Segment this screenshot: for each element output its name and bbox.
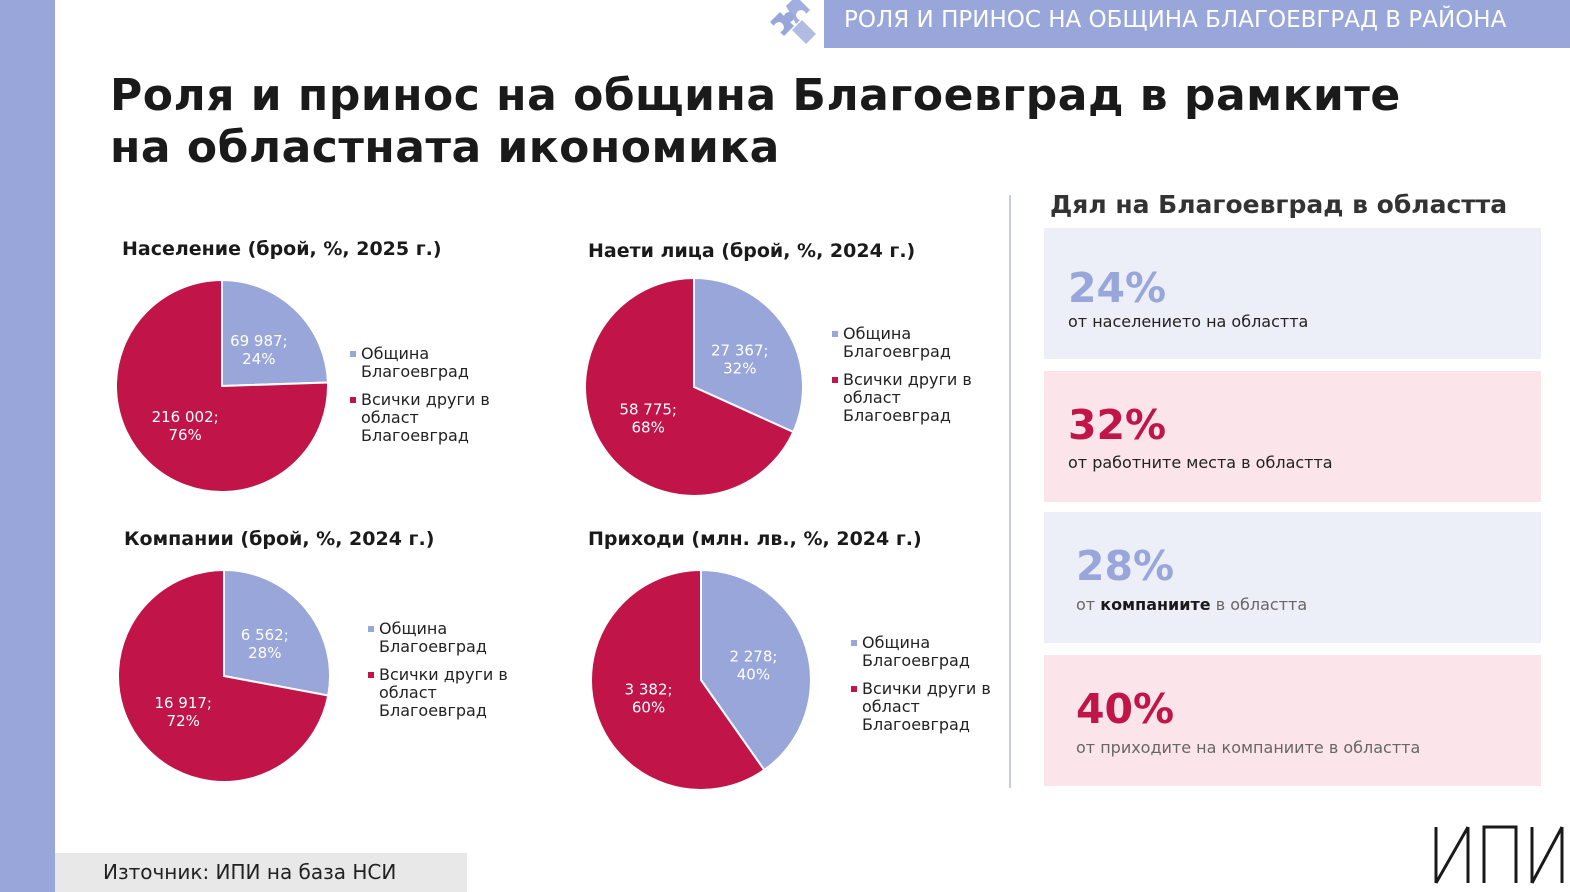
ipi-logo	[1434, 825, 1564, 884]
share-card-percent: 40%	[1076, 685, 1175, 733]
vertical-divider	[1009, 195, 1011, 788]
pie-percent-label: 32%	[723, 359, 756, 377]
legend-item-municipality: Община Благоевград	[368, 620, 528, 656]
share-card-text: от работните места в областта	[1068, 453, 1333, 472]
pie-chart-companies: 6 562;28% 16 917;72%	[117, 568, 331, 783]
share-card-population: 24% от населението на областта	[1044, 228, 1541, 359]
source-note: Източник: ИПИ на база НСИ	[55, 853, 467, 892]
chart-title-population: Население (брой, %, 2025 г.)	[122, 238, 442, 260]
pie-slice-others	[584, 276, 795, 497]
share-card-text: от компаниите в областта	[1076, 595, 1308, 614]
pie-slice-others	[117, 568, 330, 783]
legend-swatch	[350, 351, 356, 357]
share-card-percent: 24%	[1068, 264, 1167, 312]
legend-item-others: Всички други в област Благоевград	[851, 680, 1011, 734]
pie-value-label: 216 002;	[152, 408, 219, 426]
pie-percent-label: 24%	[242, 350, 275, 368]
share-card-text: от приходите на компаниите в областта	[1076, 738, 1421, 757]
pie-slice-municipality	[221, 278, 329, 388]
legend-swatch	[832, 377, 838, 383]
pie-value-label: 69 987;	[230, 332, 288, 350]
pie-value-label: 58 775;	[619, 401, 677, 419]
legend-swatch	[350, 397, 356, 403]
legend-item-municipality: Община Благоевград	[851, 634, 1011, 670]
pie-value-label: 3 382;	[625, 681, 673, 699]
pie-value-label: 27 367;	[711, 341, 769, 359]
legend-item-municipality: Община Благоевград	[350, 345, 510, 381]
share-card-percent: 32%	[1068, 401, 1167, 449]
chart-title-employed: Наети лица (брой, %, 2024 г.)	[588, 240, 916, 262]
pie-percent-label: 60%	[632, 699, 665, 717]
legend-swatch	[851, 686, 857, 692]
pie-chart-population: 69 987;24% 216 002;76%	[115, 278, 329, 493]
legend-swatch	[851, 640, 857, 646]
share-heading: Дял на Благоевград в областта	[1050, 190, 1508, 219]
legend-revenue: Община Благоевград Всички други в област…	[851, 634, 1011, 744]
legend-employed: Община Благоевград Всички други в област…	[832, 325, 992, 435]
pie-percent-label: 72%	[167, 712, 200, 730]
pie-value-label: 2 278;	[729, 647, 777, 665]
share-card-percent: 28%	[1076, 542, 1175, 590]
share-card-companies: 28% от компаниите в областта	[1044, 512, 1541, 643]
legend-item-municipality: Община Благоевград	[832, 325, 992, 361]
legend-swatch	[368, 626, 374, 632]
share-card-revenue: 40% от приходите на компаниите в областт…	[1044, 655, 1541, 786]
legend-swatch	[368, 672, 374, 678]
chart-title-companies: Компании (брой, %, 2024 г.)	[124, 528, 435, 550]
legend-item-others: Всички други в област Благоевград	[350, 391, 510, 445]
pie-slice-municipality	[223, 568, 331, 697]
pie-percent-label: 40%	[737, 665, 770, 683]
legend-swatch	[832, 331, 838, 337]
pie-slice-municipality	[693, 276, 804, 434]
page-title: Роля и принос на община Благоевград в ра…	[110, 70, 1401, 173]
legend-item-others: Всички други в област Благоевград	[832, 371, 992, 425]
left-accent-bar	[0, 0, 55, 892]
chart-title-revenue: Приходи (млн. лв., %, 2024 г.)	[588, 528, 922, 550]
share-card-jobs: 32% от работните места в областта	[1044, 371, 1541, 502]
share-card-text: от населението на областта	[1068, 312, 1309, 331]
pie-slice-municipality	[700, 568, 812, 772]
pie-value-label: 16 917;	[154, 694, 212, 712]
pie-slice-others	[115, 278, 329, 493]
pie-chart-employed: 27 367;32% 58 775;68%	[584, 276, 804, 497]
pie-percent-label: 76%	[168, 426, 201, 444]
pie-percent-label: 68%	[632, 419, 665, 437]
pie-value-label: 6 562;	[241, 626, 289, 644]
pie-percent-label: 28%	[248, 644, 281, 662]
legend-population: Община Благоевград Всички други в област…	[350, 345, 510, 455]
legend-companies: Община Благоевград Всички други в област…	[368, 620, 528, 730]
puzzle-icon	[770, 0, 816, 44]
section-banner: РОЛЯ И ПРИНОС НА ОБЩИНА БЛАГОЕВГРАД В РА…	[824, 0, 1570, 48]
pie-slice-others	[590, 568, 766, 791]
pie-chart-revenue: 2 278;40% 3 382;60%	[590, 568, 812, 791]
legend-item-others: Всички други в област Благоевград	[368, 666, 528, 720]
